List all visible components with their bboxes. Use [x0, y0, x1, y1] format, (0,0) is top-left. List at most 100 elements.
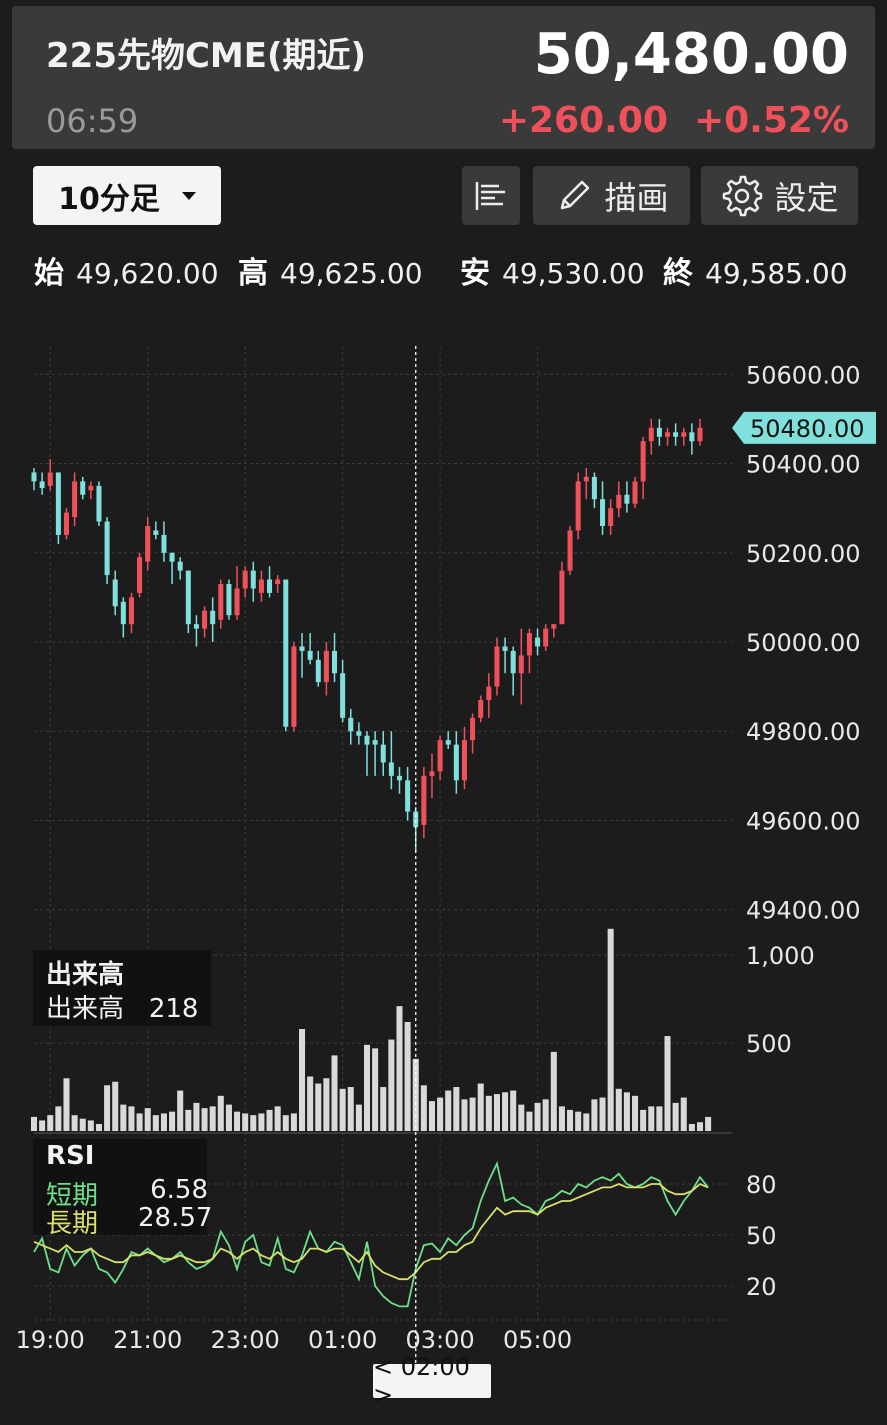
last-price: 50,480.00	[533, 22, 849, 87]
candle-body	[632, 481, 638, 504]
candle-body	[226, 584, 232, 616]
volume-y-tick: 500	[746, 1030, 792, 1058]
volume-bar	[315, 1083, 322, 1131]
rsi-short-line	[33, 1160, 709, 1308]
volume-bar	[282, 1115, 289, 1131]
candle-body	[608, 508, 614, 526]
candle-body	[31, 472, 37, 482]
candle-body	[193, 624, 199, 629]
volume-bar	[705, 1116, 712, 1131]
candle-body	[591, 476, 597, 500]
volume-legend: 出来高 出来高 218	[33, 950, 211, 1026]
candle-body	[356, 731, 362, 736]
time-x-tick: 21:00	[113, 1326, 182, 1354]
candle-body	[145, 526, 151, 562]
quote-time: 06:59	[46, 102, 139, 140]
volume-bar	[63, 1078, 70, 1131]
volume-bar	[632, 1095, 639, 1131]
candle-body	[120, 601, 126, 625]
volume-row: 出来高 218	[46, 994, 199, 1024]
volume-bar	[152, 1115, 159, 1131]
volume-bar	[469, 1097, 476, 1131]
price-y-tick: 50200.00	[746, 540, 861, 568]
volume-bar	[209, 1106, 216, 1131]
ohlc-low: 安 49,530.00	[460, 256, 645, 291]
volume-bar	[664, 1036, 671, 1131]
candle-body	[55, 472, 61, 535]
volume-bar	[250, 1115, 257, 1131]
volume-bar	[534, 1102, 541, 1131]
volume-bar	[388, 1039, 395, 1131]
candle-body	[421, 775, 427, 825]
candle-body	[689, 432, 695, 442]
volume-bar	[591, 1099, 598, 1131]
volume-bar	[477, 1083, 484, 1131]
candle-body	[429, 771, 435, 776]
candle-body	[388, 762, 394, 776]
settings-button[interactable]: 設定	[701, 166, 858, 225]
volume-bar	[185, 1109, 192, 1131]
last-price-tag	[732, 411, 876, 444]
indicator-list-button[interactable]	[462, 166, 520, 225]
bar-list-icon	[475, 181, 505, 210]
crosshair-time-label[interactable]: < 02:00 >	[373, 1353, 491, 1409]
volume-bar	[599, 1097, 606, 1131]
volume-bar	[420, 1085, 427, 1131]
ohlc-open: 始 49,620.00	[34, 256, 219, 291]
volume-bar	[485, 1095, 492, 1131]
volume-bar	[404, 1021, 411, 1131]
candle-body	[137, 557, 143, 593]
volume-bar	[307, 1076, 314, 1131]
time-x-tick: 19:00	[16, 1326, 85, 1354]
instrument-title: 225先物CME(期近)	[46, 36, 367, 76]
time-x-tick: 23:00	[211, 1326, 280, 1354]
price-y-tick: 50600.00	[746, 361, 861, 389]
candle-body	[518, 655, 524, 674]
volume-bar	[575, 1111, 582, 1131]
candle-body	[331, 650, 338, 674]
volume-bar	[680, 1097, 687, 1131]
volume-bar	[412, 1058, 419, 1131]
rsi-title: RSI	[46, 1141, 95, 1171]
candle-body	[453, 744, 459, 781]
candle-body	[494, 646, 500, 687]
candle-body	[535, 637, 541, 647]
draw-button[interactable]: 描画	[533, 166, 690, 225]
candle-body	[437, 740, 443, 772]
volume-bar	[242, 1113, 249, 1131]
volume-bar	[323, 1078, 330, 1131]
price-y-tick: 50400.00	[746, 451, 861, 479]
volume-bar	[493, 1094, 500, 1131]
candle-body	[640, 441, 646, 482]
volume-bar	[656, 1106, 663, 1131]
change-percent: +0.52%	[693, 100, 849, 141]
volume-bar	[396, 1006, 403, 1131]
volume-bar	[380, 1087, 387, 1131]
candle-body	[291, 646, 297, 727]
time-x-tick: 03:00	[406, 1326, 475, 1354]
volume-bar	[290, 1113, 297, 1131]
change-amount: +260.00	[498, 100, 668, 141]
candle-body	[96, 485, 102, 522]
volume-bar	[217, 1095, 224, 1131]
gear-icon	[723, 175, 763, 216]
candle-body	[664, 432, 671, 437]
volume-bar	[30, 1116, 38, 1131]
candle-body	[413, 811, 419, 828]
volume-bar	[696, 1122, 704, 1131]
volume-bar	[518, 1104, 525, 1131]
candle-body	[340, 673, 346, 718]
volume-bar	[648, 1106, 655, 1131]
volume-bar	[95, 1123, 102, 1131]
timeframe-select[interactable]: 10分足	[33, 166, 221, 225]
candle-body	[315, 659, 321, 683]
candle-body	[250, 570, 256, 589]
volume-bar	[526, 1111, 533, 1131]
price-y-tick: 49600.00	[746, 807, 861, 835]
candle-body	[600, 499, 606, 526]
volume-bar	[355, 1104, 362, 1131]
volume-bar	[453, 1087, 460, 1131]
candle-body	[673, 432, 679, 437]
candle-body	[559, 570, 565, 625]
